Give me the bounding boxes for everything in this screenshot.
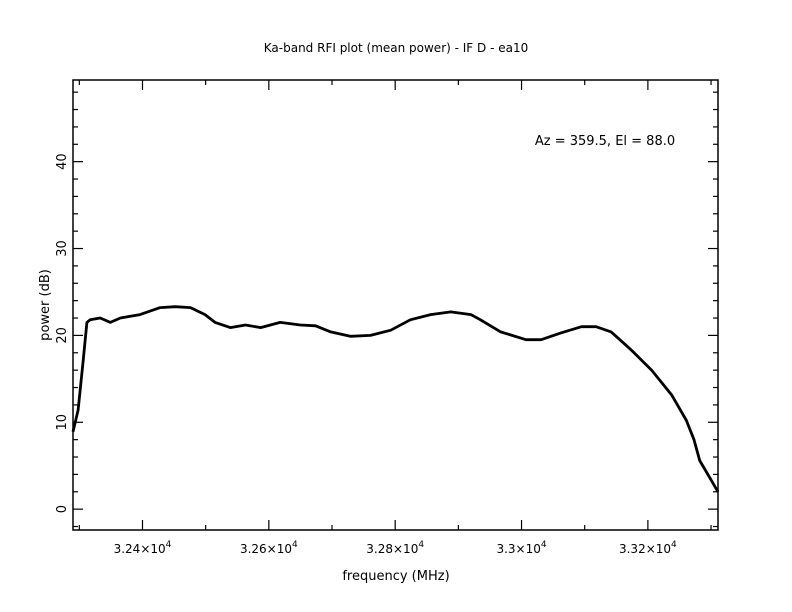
x-tick-label: 3.32×104 [619, 540, 677, 556]
x-axis-label: frequency (MHz) [342, 569, 449, 584]
axis-ticks [73, 80, 718, 530]
x-tick-label: 3.28×104 [366, 540, 424, 556]
y-tick-label: 0 [55, 505, 70, 513]
y-tick-label: 40 [55, 153, 70, 170]
chart-title: Ka-band RFI plot (mean power) - IF D - e… [264, 41, 528, 55]
plot-frame [72, 79, 719, 531]
x-tick-label: 3.3×104 [496, 540, 546, 556]
annotation-az-el: Az = 359.5, El = 88.0 [535, 134, 675, 149]
y-tick-label: 10 [55, 414, 70, 431]
tick-labels: 3.24×104 3.26×104 3.28×104 3.3×104 3.32×104 0… [55, 153, 677, 556]
y-tick-label: 30 [55, 240, 70, 257]
x-tick-label: 3.24×104 [114, 540, 172, 556]
x-tick-label: 3.26×104 [240, 540, 298, 556]
y-tick-label: 20 [55, 327, 70, 344]
series-line-mean-power [71, 305, 720, 493]
y-axis-label: power (dB) [38, 269, 53, 341]
